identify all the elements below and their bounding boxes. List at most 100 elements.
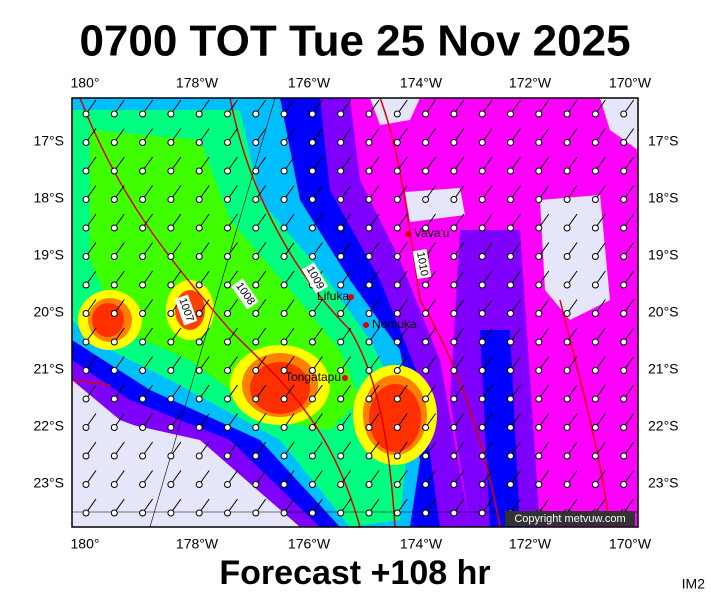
wind-station	[308, 413, 323, 431]
station-dot	[167, 395, 175, 403]
wind-station	[167, 413, 182, 431]
station-dot	[591, 310, 599, 317]
longitude-label: 180°	[71, 75, 100, 91]
wind-station	[450, 242, 465, 260]
station-dot	[365, 167, 373, 175]
wind-station	[139, 270, 154, 289]
wind-station	[139, 384, 154, 403]
wind-station	[337, 498, 352, 517]
station-dot	[591, 424, 599, 431]
station-dot	[450, 310, 458, 317]
station-dot	[591, 481, 599, 488]
wind-station	[195, 356, 210, 374]
station-dot	[478, 110, 486, 118]
station-dot	[450, 395, 458, 403]
wind-station	[563, 327, 578, 346]
station-dot	[535, 167, 543, 175]
station-dot	[422, 452, 430, 460]
wind-station	[620, 128, 635, 146]
wind-station	[337, 242, 352, 260]
station-dot	[620, 253, 628, 260]
latitude-label: 20°S	[648, 304, 679, 320]
wind-station	[337, 156, 352, 175]
wind-station	[422, 128, 437, 146]
wind-station	[422, 356, 437, 374]
station-dot	[365, 196, 373, 203]
station-dot	[195, 481, 203, 488]
wind-station	[507, 299, 521, 317]
wind-station	[620, 270, 635, 289]
station-dot	[280, 139, 288, 146]
station-dot	[82, 424, 90, 431]
wind-station	[308, 299, 323, 317]
wind-station	[280, 299, 295, 317]
wind-station	[195, 213, 210, 232]
station-dot	[195, 224, 203, 232]
wind-station	[535, 470, 550, 488]
wind-station	[280, 213, 295, 232]
wind-station	[280, 413, 295, 431]
wind-station	[82, 213, 97, 232]
station-dot	[308, 139, 316, 146]
wind-station	[252, 299, 267, 317]
station-dot	[620, 110, 628, 118]
station-dot	[195, 424, 203, 431]
wind-station	[450, 99, 465, 118]
latitude-label: 19°S	[648, 247, 679, 263]
copyright: Copyright metvuw.com	[514, 513, 625, 525]
station-dot	[535, 395, 543, 403]
wind-station	[478, 470, 493, 488]
station-dot	[365, 139, 373, 146]
station-dot	[195, 281, 203, 289]
wind-station	[507, 470, 521, 488]
station-dot	[280, 167, 288, 175]
station-dot	[393, 196, 401, 203]
forecast-label: Forecast +108 hr	[219, 554, 490, 592]
station-dot	[195, 338, 203, 346]
wind-station	[478, 213, 493, 232]
wind-station	[393, 213, 408, 232]
wind-station	[110, 356, 125, 374]
station-dot	[450, 509, 458, 517]
wind-station	[82, 413, 97, 431]
wind-station	[110, 384, 125, 403]
wind-station	[337, 185, 352, 203]
station-dot	[422, 310, 430, 317]
station-dot	[507, 367, 514, 374]
station-dot	[337, 509, 345, 517]
longitude-label: 176°W	[288, 75, 331, 91]
station-dot	[620, 452, 628, 460]
wind-station	[450, 356, 465, 374]
station-dot	[308, 395, 316, 403]
longitude-label: 178°W	[176, 75, 219, 91]
wind-station	[224, 299, 238, 317]
wind-station	[280, 498, 295, 517]
wind-station	[563, 99, 578, 118]
wind-station	[252, 327, 267, 346]
wind-station	[365, 99, 380, 118]
station-dot	[478, 167, 486, 175]
station-dot	[422, 224, 430, 232]
station-dot	[450, 424, 458, 431]
wind-station	[195, 242, 210, 260]
station-dot	[110, 424, 118, 431]
station-dot	[167, 338, 175, 346]
station-dot	[591, 452, 599, 460]
station-dot	[450, 167, 458, 175]
station-dot	[620, 481, 628, 488]
wind-station	[450, 384, 465, 403]
station-dot	[507, 253, 514, 260]
station-dot	[422, 338, 430, 346]
station-dot	[450, 110, 458, 118]
latitude-label: 18°S	[33, 190, 64, 206]
wind-station	[422, 384, 437, 403]
wind-station	[535, 384, 550, 403]
wind-station	[110, 299, 125, 317]
station-dot	[337, 167, 345, 175]
station-dot	[337, 395, 345, 403]
place-marker	[405, 231, 411, 237]
wind-station	[224, 99, 238, 118]
latitude-label: 22°S	[33, 418, 64, 434]
wind-station	[422, 270, 437, 289]
station-dot	[591, 139, 599, 146]
